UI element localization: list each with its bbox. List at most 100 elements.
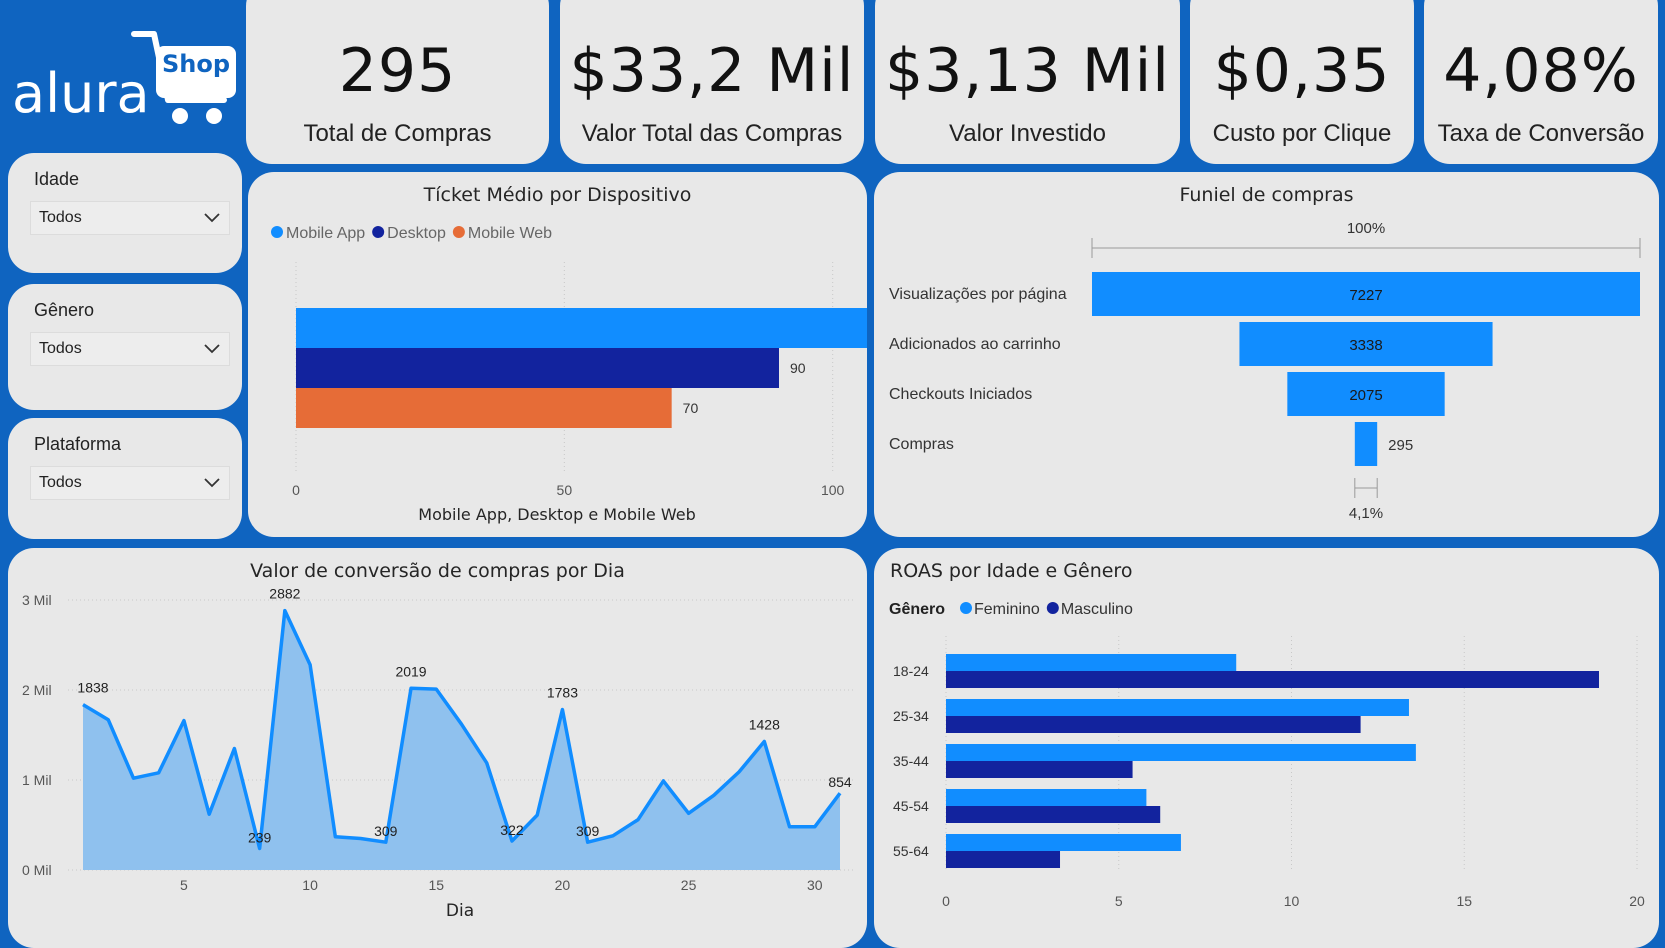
funnel-stage-label: Adicionados ao carrinho (889, 336, 1061, 353)
y-category-label: 18-24 (893, 663, 929, 679)
chart-title: Valor de conversão de compras por Dia (250, 560, 625, 582)
filter-genero: Gênero Todos (8, 284, 242, 410)
point-data-label: 854 (828, 774, 852, 790)
point-data-label: 309 (374, 823, 398, 839)
kpi-value: $33,2 Mil (569, 36, 855, 106)
funnel-value-label: 2075 (1349, 387, 1382, 404)
dropdown-value: Todos (39, 474, 82, 491)
filter-label: Plataforma (34, 434, 122, 454)
point-data-label: 239 (248, 829, 272, 845)
kpi-taxa-conversao: 4,08% Taxa de Conversão (1424, 0, 1658, 164)
chart-title: ROAS por Idade e Gênero (890, 560, 1133, 582)
x-tick-label: 15 (1456, 893, 1472, 909)
bar (946, 789, 1147, 806)
legend-label: Mobile Web (468, 225, 552, 242)
x-tick-label: 100 (821, 482, 845, 498)
idade-dropdown[interactable]: Todos (30, 201, 230, 235)
kpi-value: 4,08% (1443, 36, 1639, 106)
conversao-dia-chart: 0 Mil 1 Mil 2 Mil 3 Mil 5 10 15 20 25 30 1838 239 28… (22, 586, 853, 921)
funnel-bar (1239, 322, 1493, 366)
legend-marker (372, 226, 385, 238)
kpi-label: Custo por Clique (1212, 120, 1392, 147)
point-data-label: 1838 (77, 680, 108, 696)
filter-plataforma: Plataforma Todos (8, 418, 242, 539)
filter-label: Idade (34, 169, 80, 189)
y-category-label: 35-44 (893, 753, 929, 769)
funnel-stage-label: Compras (889, 436, 954, 453)
x-tick-label: 0 (292, 482, 300, 498)
bar-data-label: 70 (683, 400, 699, 416)
area-fill (83, 610, 840, 870)
x-axis-title: Dia (446, 901, 474, 921)
x-tick-label: 30 (807, 877, 823, 893)
chart-title: Tícket Médio por Dispositivo (423, 184, 692, 206)
legend-title: Gênero (889, 601, 945, 618)
x-tick-label: 20 (555, 877, 571, 893)
x-tick-label: 10 (1284, 893, 1300, 909)
legend-label: Desktop (387, 225, 446, 242)
alura-shop-logo: alura Shop (8, 24, 240, 134)
filter-label: Gênero (34, 300, 95, 320)
kpi-label: Valor Investido (949, 120, 1106, 147)
kpi-valor-total: $33,2 Mil Valor Total das Compras (560, 0, 864, 164)
kpi-value: $3,13 Mil (885, 36, 1170, 106)
x-tick-label: 50 (557, 482, 573, 498)
bar (946, 716, 1361, 733)
funnel-bar (1354, 422, 1378, 466)
plataforma-dropdown[interactable]: Todos (30, 466, 230, 500)
funnel-stage-label: Visualizações por página (889, 286, 1067, 303)
dropdown-value: Todos (39, 209, 82, 226)
legend-label: Masculino (1061, 601, 1133, 618)
brand-name: alura (12, 62, 150, 125)
y-category-label: 55-64 (893, 843, 929, 859)
kpi-value: 295 (338, 36, 457, 106)
funnel-value-label: 295 (1388, 437, 1413, 454)
chevron-down-icon (204, 478, 220, 488)
x-tick-label: 5 (1115, 893, 1123, 909)
x-tick-label: 25 (681, 877, 697, 893)
x-tick-label: 5 (180, 877, 188, 893)
roas-chart-card: ROAS por Idade e Gênero Gênero Feminino Ma… (874, 548, 1659, 948)
funnel-bottom-label: 4,1% (1349, 505, 1383, 522)
bar (946, 699, 1409, 716)
genero-dropdown[interactable]: Todos (30, 332, 230, 366)
ticket-medio-chart-card: Tícket Médio por Dispositivo Mobile App D… (248, 172, 867, 537)
chevron-down-icon (204, 213, 220, 223)
bar (946, 671, 1599, 688)
chart-title: Funiel de compras (1179, 184, 1354, 206)
bar-data-label: 90 (790, 360, 806, 376)
bar (946, 806, 1161, 823)
y-category-label: 25-34 (893, 708, 929, 724)
conversao-dia-chart-card: Valor de conversão de compras por Dia 0 … (8, 548, 867, 948)
bar (296, 388, 672, 428)
brand-badge: Shop (162, 50, 230, 78)
kpi-label: Total de Compras (303, 120, 492, 147)
legend-marker (960, 602, 972, 614)
roas-chart: Gênero Feminino Masculino 0 5 10 15 20 18-24 25-3… (889, 601, 1645, 909)
point-data-label: 2019 (395, 663, 426, 679)
funnel-bar (1092, 272, 1640, 316)
filter-idade: Idade Todos (8, 153, 242, 273)
legend-marker (1046, 602, 1059, 614)
bar (296, 308, 867, 348)
funnel-value-label: 7227 (1349, 287, 1382, 304)
kpi-custo-clique: $0,35 Custo por Clique (1190, 0, 1414, 164)
series-line (82, 608, 842, 851)
bar (946, 761, 1133, 778)
cart-wheel-icon (172, 108, 188, 124)
y-tick-label: 0 Mil (22, 862, 52, 878)
bar (946, 851, 1061, 868)
legend-marker (452, 226, 465, 238)
x-axis-title: Mobile App, Desktop e Mobile Web (418, 505, 695, 524)
funnel-chart: 100% Visualizações por página 7227 Adiciona… (889, 220, 1641, 522)
legend-label: Feminino (974, 601, 1040, 618)
kpi-value: $0,35 (1213, 36, 1391, 106)
x-tick-label: 10 (302, 877, 318, 893)
dropdown-value: Todos (39, 340, 82, 357)
bar (946, 654, 1237, 671)
kpi-label: Valor Total das Compras (581, 120, 843, 147)
bar (296, 348, 779, 388)
kpi-label: Taxa de Conversão (1437, 120, 1645, 147)
point-data-label: 322 (500, 822, 524, 838)
